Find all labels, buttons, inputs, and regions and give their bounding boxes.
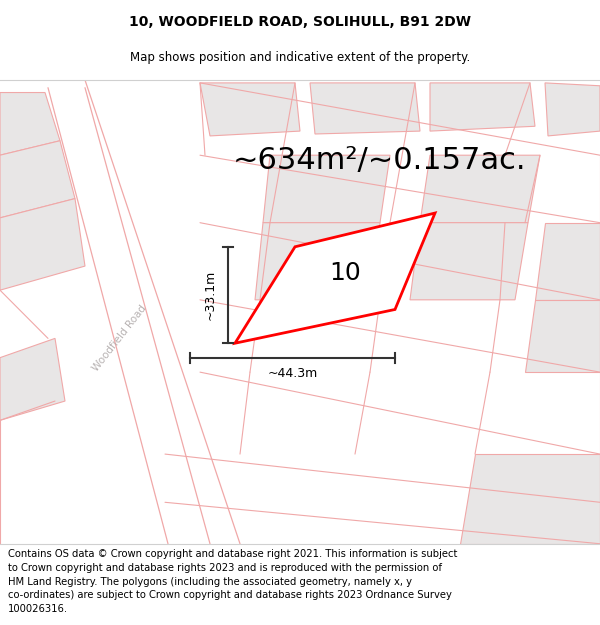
Text: Contains OS data © Crown copyright and database right 2021. This information is : Contains OS data © Crown copyright and d… — [8, 549, 457, 614]
Text: ~634m²/~0.157ac.: ~634m²/~0.157ac. — [233, 146, 527, 174]
Polygon shape — [525, 300, 600, 372]
Text: 10: 10 — [329, 261, 361, 285]
Polygon shape — [410, 222, 528, 300]
Polygon shape — [0, 92, 60, 155]
Polygon shape — [255, 222, 380, 300]
Polygon shape — [310, 83, 420, 134]
Polygon shape — [545, 83, 600, 136]
Text: ~44.3m: ~44.3m — [268, 368, 317, 380]
Polygon shape — [263, 155, 390, 222]
Polygon shape — [200, 83, 300, 136]
Text: Woodfield Road: Woodfield Road — [91, 303, 149, 373]
Polygon shape — [535, 222, 600, 300]
Polygon shape — [420, 155, 540, 222]
Polygon shape — [0, 338, 65, 421]
Text: ~33.1m: ~33.1m — [203, 270, 217, 320]
Polygon shape — [235, 213, 435, 343]
Text: 10, WOODFIELD ROAD, SOLIHULL, B91 2DW: 10, WOODFIELD ROAD, SOLIHULL, B91 2DW — [129, 16, 471, 29]
Polygon shape — [0, 199, 85, 290]
Text: Map shows position and indicative extent of the property.: Map shows position and indicative extent… — [130, 51, 470, 64]
Polygon shape — [0, 141, 75, 218]
Polygon shape — [460, 454, 600, 544]
Polygon shape — [430, 83, 535, 131]
